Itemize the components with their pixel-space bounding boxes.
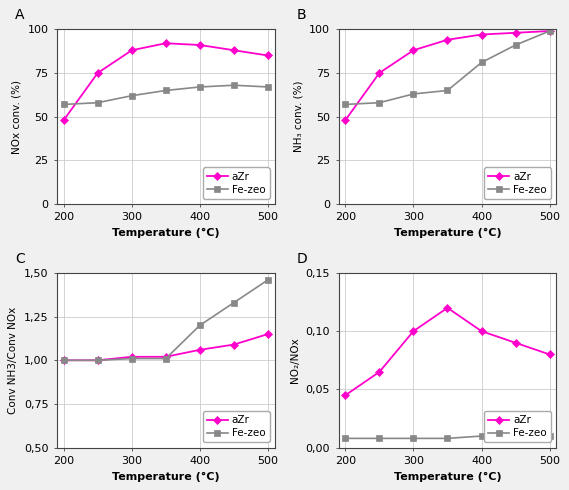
Text: B: B <box>297 8 307 23</box>
Line: aZr: aZr <box>343 305 552 398</box>
Fe-zeo <box>546 433 553 439</box>
Fe-zeo <box>410 91 417 97</box>
X-axis label: Temperature (°C): Temperature (°C) <box>112 471 220 482</box>
aZr <box>546 351 553 357</box>
aZr <box>162 40 169 46</box>
Fe-zeo <box>60 357 67 363</box>
Fe-zeo <box>230 300 237 306</box>
aZr <box>60 117 67 123</box>
aZr <box>376 369 383 375</box>
aZr <box>129 354 135 360</box>
Legend: aZr, Fe-zeo: aZr, Fe-zeo <box>203 411 270 442</box>
Fe-zeo <box>196 84 203 90</box>
Legend: aZr, Fe-zeo: aZr, Fe-zeo <box>484 168 551 199</box>
X-axis label: Temperature (°C): Temperature (°C) <box>394 228 501 238</box>
Line: aZr: aZr <box>61 41 271 123</box>
Fe-zeo <box>129 356 135 362</box>
aZr <box>60 357 67 363</box>
Fe-zeo <box>512 433 519 439</box>
Fe-zeo <box>410 436 417 441</box>
Text: D: D <box>297 252 308 266</box>
aZr <box>265 52 271 58</box>
aZr <box>129 48 135 53</box>
Line: Fe-zeo: Fe-zeo <box>343 433 552 441</box>
Legend: aZr, Fe-zeo: aZr, Fe-zeo <box>484 411 551 442</box>
Fe-zeo <box>265 84 271 90</box>
aZr <box>265 331 271 337</box>
Line: Fe-zeo: Fe-zeo <box>61 82 271 107</box>
Line: aZr: aZr <box>61 331 271 363</box>
Line: Fe-zeo: Fe-zeo <box>61 277 271 363</box>
aZr <box>444 305 451 311</box>
aZr <box>162 354 169 360</box>
Fe-zeo <box>376 436 383 441</box>
Legend: aZr, Fe-zeo: aZr, Fe-zeo <box>203 168 270 199</box>
aZr <box>512 30 519 36</box>
Fe-zeo <box>129 93 135 98</box>
Fe-zeo <box>546 28 553 34</box>
Fe-zeo <box>265 277 271 283</box>
Line: Fe-zeo: Fe-zeo <box>343 28 552 107</box>
aZr <box>444 37 451 43</box>
Fe-zeo <box>444 88 451 94</box>
Fe-zeo <box>60 101 67 107</box>
aZr <box>342 117 349 123</box>
Fe-zeo <box>230 82 237 88</box>
X-axis label: Temperature (°C): Temperature (°C) <box>112 228 220 238</box>
Y-axis label: NH₃ conv. (%): NH₃ conv. (%) <box>294 81 304 152</box>
aZr <box>342 392 349 398</box>
aZr <box>478 31 485 37</box>
aZr <box>376 70 383 76</box>
Y-axis label: Conv NH3/Conv NOx: Conv NH3/Conv NOx <box>9 307 18 414</box>
aZr <box>196 42 203 48</box>
Fe-zeo <box>94 100 101 106</box>
aZr <box>512 340 519 346</box>
aZr <box>230 48 237 53</box>
aZr <box>94 357 101 363</box>
Y-axis label: NO₂/NOx: NO₂/NOx <box>290 338 300 383</box>
Fe-zeo <box>478 60 485 66</box>
Line: aZr: aZr <box>343 28 552 123</box>
Fe-zeo <box>342 436 349 441</box>
Fe-zeo <box>444 436 451 441</box>
Fe-zeo <box>94 357 101 363</box>
aZr <box>410 48 417 53</box>
Fe-zeo <box>478 433 485 439</box>
aZr <box>410 328 417 334</box>
Fe-zeo <box>196 322 203 328</box>
Fe-zeo <box>376 100 383 106</box>
aZr <box>230 342 237 347</box>
aZr <box>546 28 553 34</box>
Y-axis label: NOx conv. (%): NOx conv. (%) <box>12 80 22 154</box>
Fe-zeo <box>162 356 169 362</box>
X-axis label: Temperature (°C): Temperature (°C) <box>394 471 501 482</box>
Text: C: C <box>15 252 25 266</box>
Fe-zeo <box>512 42 519 48</box>
Fe-zeo <box>342 101 349 107</box>
aZr <box>94 70 101 76</box>
Text: A: A <box>15 8 24 23</box>
aZr <box>478 328 485 334</box>
aZr <box>196 347 203 353</box>
Fe-zeo <box>162 88 169 94</box>
